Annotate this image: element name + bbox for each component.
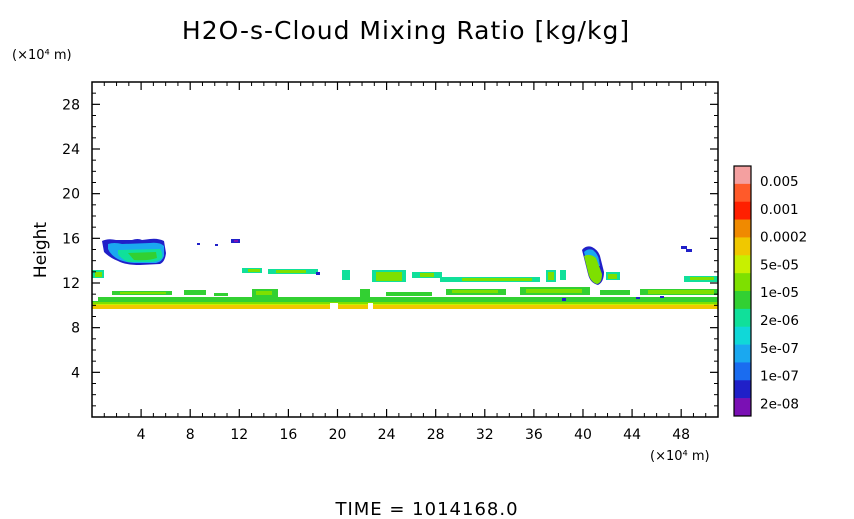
- x-axis-unit: (×10⁴ m): [650, 449, 710, 464]
- colorbar-swatch: [734, 219, 751, 238]
- x-tick-label: 48: [672, 427, 690, 443]
- main-band-core: [92, 302, 718, 305]
- broken-layer-core: [120, 289, 714, 295]
- main-band-top: [92, 297, 718, 304]
- colorbar-swatch: [734, 183, 751, 203]
- y-tick-label: 20: [62, 187, 80, 203]
- y-tick-label: 8: [71, 321, 80, 337]
- x-tick-label: 28: [427, 427, 445, 443]
- colorbar-swatch: [734, 326, 751, 345]
- main-band-edge: [92, 304, 718, 305]
- x-tick-label: 36: [525, 427, 543, 443]
- x-tick-label: 12: [230, 427, 248, 443]
- colorbar-swatch: [734, 237, 751, 256]
- colorbar-swatch: [734, 398, 751, 417]
- colorbar-label: 1e-07: [760, 369, 799, 385]
- colorbar-swatch: [734, 344, 751, 363]
- mid-layer-core: [95, 269, 714, 281]
- anvil-cloud-left-core: [128, 252, 157, 261]
- colorbar-swatch: [734, 166, 751, 185]
- colorbar-label: 2e-06: [760, 313, 799, 329]
- x-tick-label: 24: [378, 427, 396, 443]
- colorbar-swatch: [734, 291, 751, 310]
- colorbar-swatch: [734, 380, 751, 399]
- x-tick-label: 32: [476, 427, 494, 443]
- x-tick-label: 4: [137, 427, 146, 443]
- colorbar-swatch: [734, 255, 751, 274]
- speckle: [197, 243, 200, 245]
- y-tick-label: 4: [71, 365, 80, 381]
- speckle: [686, 249, 692, 252]
- y-tick-label: 12: [62, 276, 80, 292]
- colorbar-swatch: [734, 308, 751, 328]
- colorbar-swatch: [734, 201, 751, 220]
- y-tick-label: 16: [62, 231, 80, 247]
- colorbar-frame: [733, 165, 752, 417]
- x-tick-label: 20: [329, 427, 347, 443]
- plot-frame: [91, 81, 719, 418]
- band-blue-edges: [316, 272, 664, 301]
- colorbar-label: 0.0002: [760, 230, 807, 246]
- colorbar-swatch: [734, 362, 751, 381]
- speckle: [234, 240, 238, 242]
- chart-title: H2O-s-Cloud Mixing Ratio [kg/kg]: [182, 16, 630, 45]
- mid-layer-band: [92, 268, 718, 282]
- colorbar-label: 5e-05: [760, 257, 799, 273]
- x-tick-label: 40: [574, 427, 592, 443]
- main-band-base: [92, 305, 718, 309]
- colorbar-label: 0.001: [760, 202, 799, 218]
- speckle: [215, 244, 218, 246]
- colorbar-label: 1e-05: [760, 285, 799, 301]
- colorbar-label: 5e-07: [760, 341, 799, 357]
- plume-right-inner: [584, 254, 602, 284]
- x-tick-label: 44: [623, 427, 641, 443]
- colorbar: 0.005 0.001 0.0002 5e-05 1e-05 2e-06 5e-07 1e-0…: [733, 165, 807, 417]
- x-tick-label: 8: [186, 427, 195, 443]
- cloud-field: [92, 238, 718, 310]
- x-tick-label: 16: [279, 427, 297, 443]
- y-tick-label: 28: [62, 97, 80, 113]
- y-axis-unit: (×10⁴ m): [12, 48, 72, 63]
- speckle: [681, 246, 687, 249]
- colorbar-label: 0.005: [760, 174, 799, 190]
- broken-layer: [112, 287, 718, 297]
- y-tick-label: 24: [62, 142, 80, 158]
- colorbar-swatch: [734, 273, 751, 292]
- main-band-gaps: [92, 296, 373, 310]
- y-axis-label: Height: [31, 222, 51, 279]
- colorbar-label: 2e-08: [760, 396, 799, 412]
- time-label: TIME = 1014168.0: [334, 499, 518, 519]
